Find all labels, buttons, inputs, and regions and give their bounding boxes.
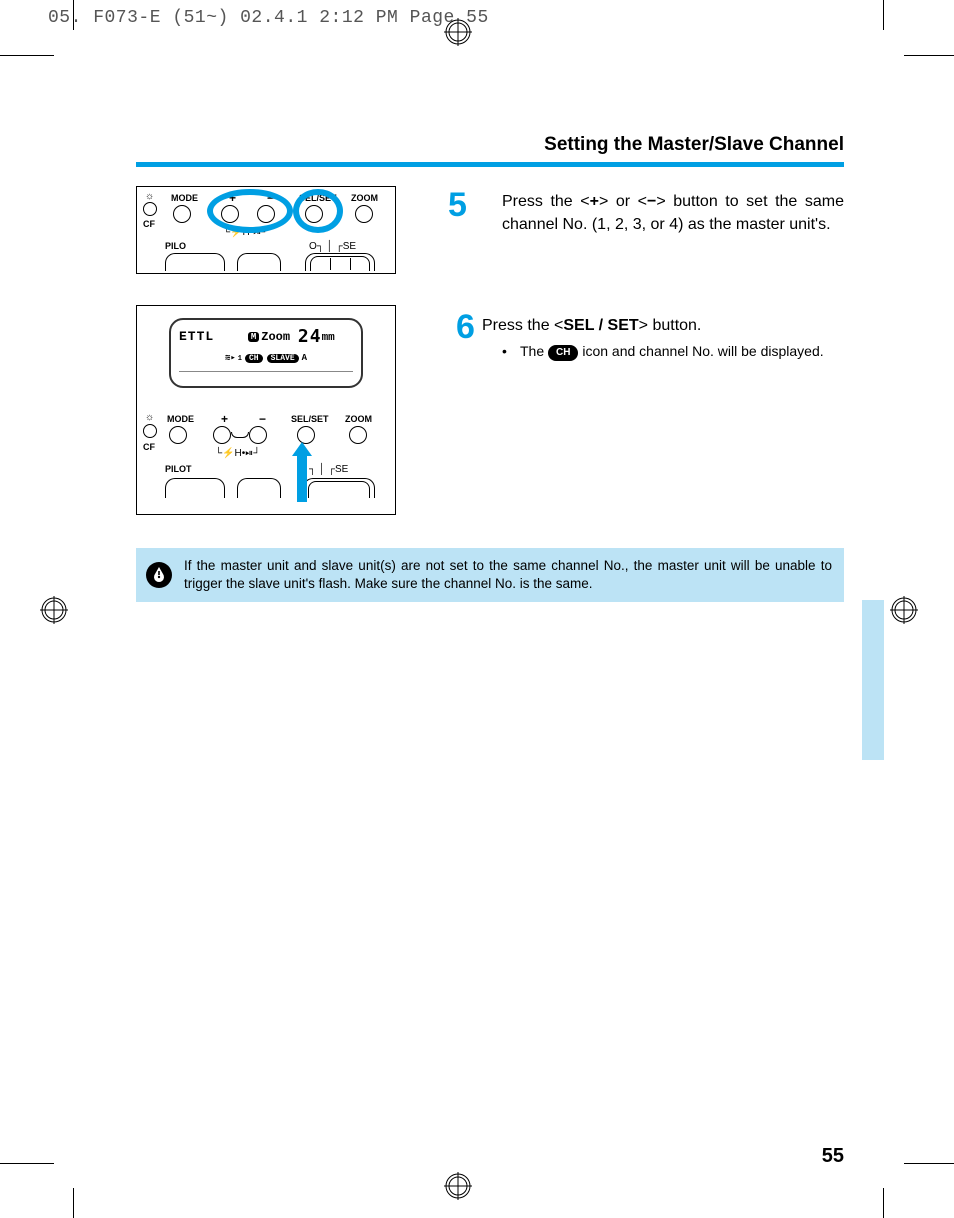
- lamp-icon: ☼: [145, 191, 154, 202]
- mode-label-2: MODE: [167, 414, 194, 424]
- lcd-sub1: 1: [238, 355, 242, 363]
- plus-button-2: [213, 426, 231, 444]
- lcd-display: ETTL MZoom 24mm ≋▸ 1 CH SLAVE A: [169, 318, 363, 388]
- plus-symbol: +: [590, 193, 599, 210]
- mode-label: MODE: [171, 193, 198, 203]
- pilot-button-2: [165, 478, 225, 498]
- section-title: Setting the Master/Slave Channel: [544, 134, 844, 156]
- step-6-number: 6: [456, 308, 475, 347]
- lcd-m-badge: M: [248, 332, 259, 342]
- minus-label-2: −: [259, 412, 266, 426]
- lamp-button: [143, 202, 157, 216]
- step-5-number: 5: [448, 186, 467, 225]
- lamp-button-2: [143, 424, 157, 438]
- note-box: If the master unit and slave unit(s) are…: [136, 548, 844, 602]
- page-number: 55: [822, 1145, 844, 1168]
- bracket-icon-2: └⚡H•⏯┘: [215, 448, 260, 459]
- ch-badge-inline: CH: [548, 345, 578, 361]
- minus-symbol: −: [647, 193, 656, 210]
- pilot-label-2: PILOT: [165, 464, 192, 474]
- off-on-se-icon-2: ┐ │ ┌SE: [309, 464, 348, 475]
- wireless-icon: ≋▸: [225, 353, 236, 363]
- registration-mark-left: [40, 596, 68, 624]
- highlight-selset: [293, 189, 343, 233]
- lcd-slave-badge: SLAVE: [267, 354, 299, 363]
- zoom-label: ZOOM: [351, 193, 378, 203]
- selset-label-2: SEL/SET: [291, 414, 329, 424]
- lock-button-2: [237, 478, 281, 498]
- cf-label: CF: [143, 219, 155, 229]
- power-switch: [305, 253, 375, 271]
- lcd-zoom-label: Zoom: [261, 330, 290, 344]
- lcd-zoom-unit: mm: [322, 332, 335, 344]
- mode-button-2: [169, 426, 187, 444]
- power-switch-2: [303, 478, 375, 498]
- registration-mark-right: [890, 596, 918, 624]
- lcd-a: A: [302, 353, 307, 363]
- step-6-bullet: • The CH icon and channel No. will be di…: [502, 342, 844, 362]
- note-text: If the master unit and slave unit(s) are…: [184, 557, 832, 593]
- highlight-plus-minus: [207, 189, 293, 233]
- zoom-button: [355, 205, 373, 223]
- lamp-icon-2: ☼: [145, 412, 154, 423]
- figure-panel-1: ☼ CF MODE + − └⚡H•⏯┘ SEL/SET ZOOM PILO O…: [136, 186, 396, 274]
- bracket-connector: [231, 432, 249, 438]
- mode-button: [173, 205, 191, 223]
- selset-text: SEL / SET: [563, 317, 638, 334]
- pilot-label: PILO: [165, 241, 186, 251]
- print-slug: 05. F073-E (51~) 02.4.1 2:12 PM Page 55: [48, 8, 489, 28]
- minus-button-2: [249, 426, 267, 444]
- plus-label-2: +: [221, 412, 228, 426]
- zoom-button-2: [349, 426, 367, 444]
- pilot-button: [165, 253, 225, 271]
- side-tab: [862, 600, 884, 760]
- lcd-ettl: ETTL: [179, 329, 214, 344]
- header-rule: [136, 162, 844, 167]
- figure-panel-2: ETTL MZoom 24mm ≋▸ 1 CH SLAVE A ☼ CF MOD…: [136, 305, 396, 515]
- step-5-text: Press the <+> or <−> button to set the s…: [502, 190, 844, 236]
- warning-icon: [146, 562, 172, 588]
- zoom-label-2: ZOOM: [345, 414, 372, 424]
- lock-button: [237, 253, 281, 271]
- cf-label-2: CF: [143, 442, 155, 452]
- lcd-ch-badge: CH: [245, 354, 263, 363]
- step-6-text: Press the <SEL / SET> button.: [482, 314, 844, 337]
- off-on-se-icon: O┐ │ ┌SE: [309, 241, 356, 252]
- lcd-zoom-value: 24: [298, 326, 322, 347]
